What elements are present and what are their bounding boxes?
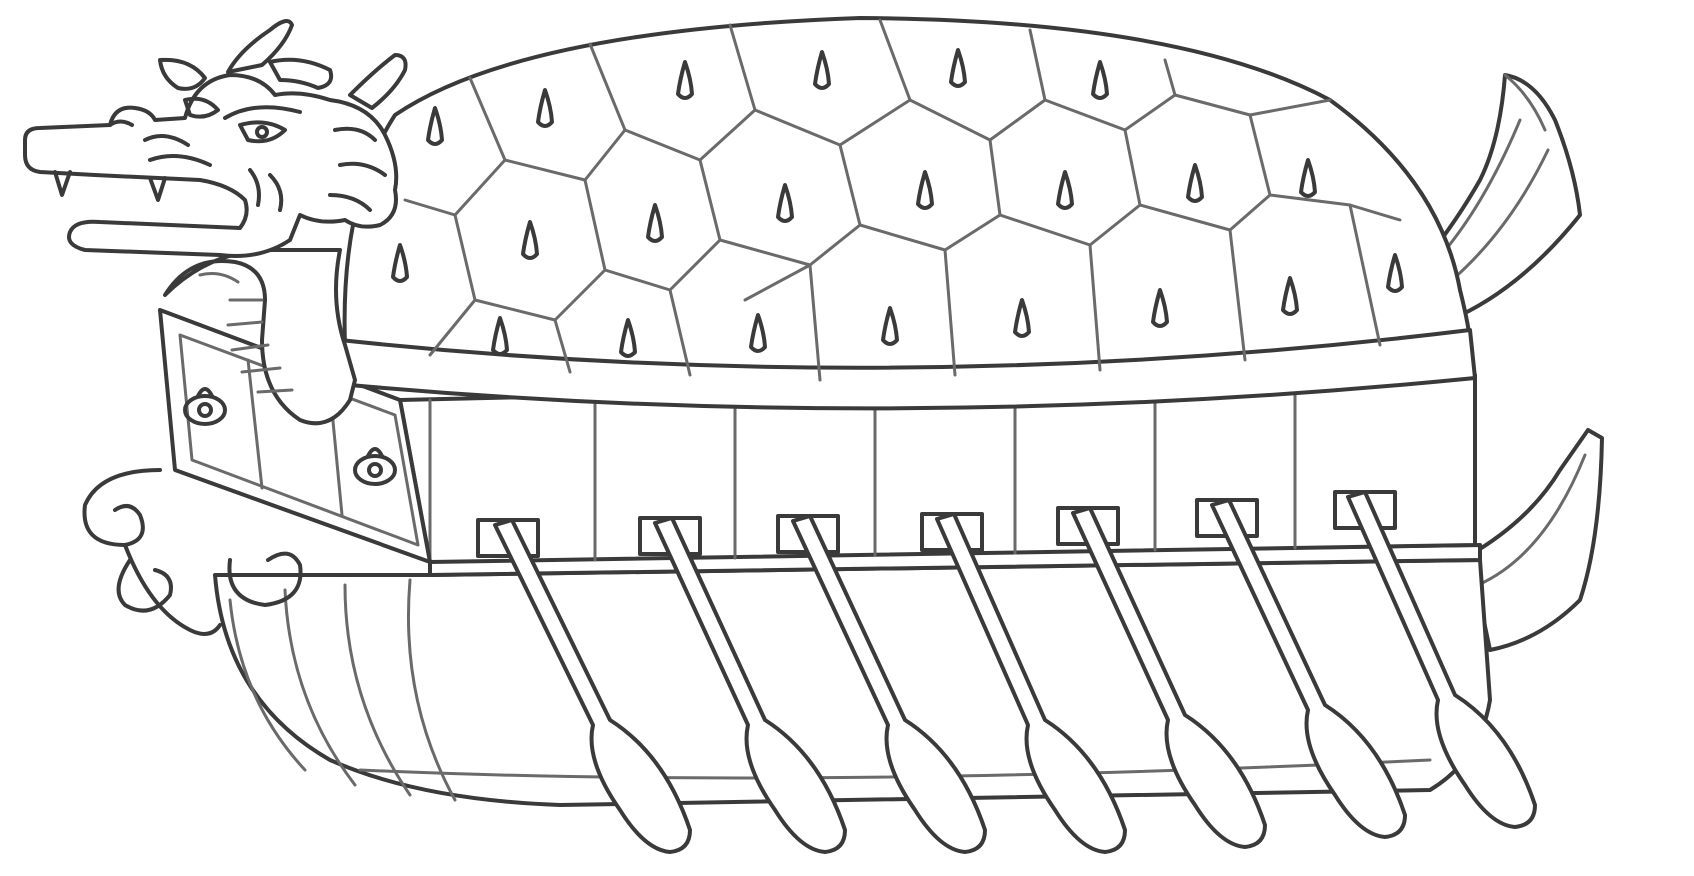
oar <box>776 514 987 854</box>
oar <box>1195 498 1407 839</box>
turtle-shell-roof <box>338 16 1477 411</box>
wall-panels <box>428 378 1297 562</box>
oars <box>476 490 1537 854</box>
spikes <box>391 48 1404 358</box>
anchor-ring-icon <box>353 447 397 486</box>
shell-plates <box>403 18 1402 382</box>
anchor-ring-icon <box>183 387 227 426</box>
oar <box>638 516 847 854</box>
oar <box>1056 506 1267 849</box>
wave-scroll <box>82 468 303 636</box>
oar <box>1333 490 1537 829</box>
dragon-head <box>23 19 408 426</box>
oar <box>476 518 692 854</box>
oar <box>920 512 1127 854</box>
